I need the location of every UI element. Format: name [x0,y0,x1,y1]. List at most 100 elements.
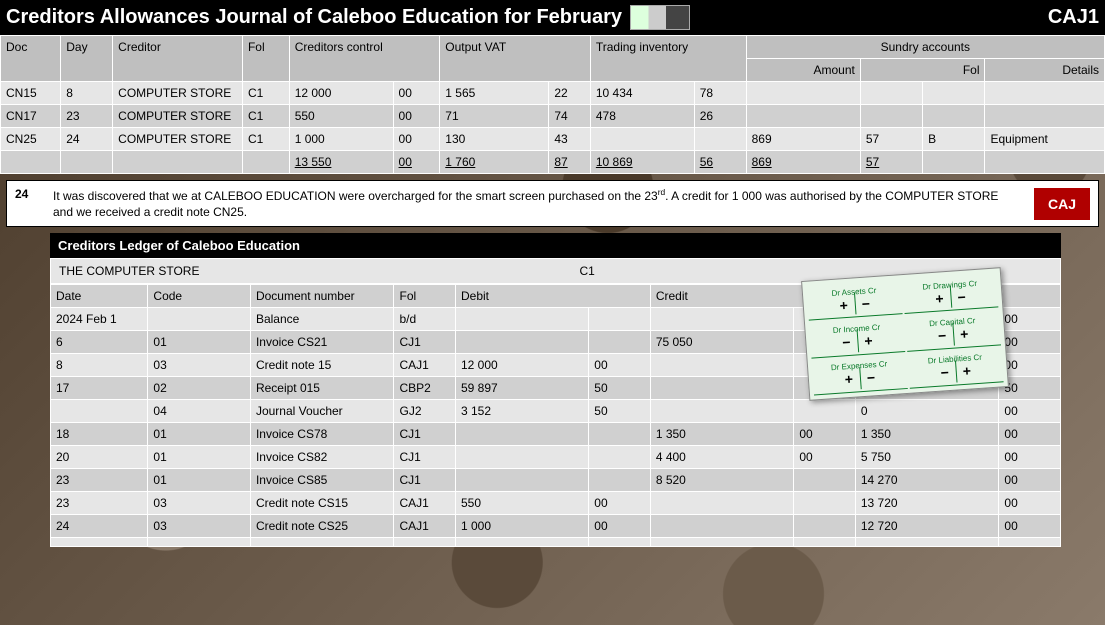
cell: 1 565 [440,82,549,105]
table-row: 2301Invoice CS85CJ18 52014 27000 [51,469,1061,492]
cell [794,538,856,547]
cell: 00 [393,128,440,151]
cell: 00 [393,82,440,105]
h-doc: Doc [1,36,61,82]
cell: 02 [148,377,251,400]
cell: COMPUTER STORE [113,105,243,128]
cell [51,400,148,423]
cell: 2024 Feb 1 [51,308,148,331]
cell: COMPUTER STORE [113,128,243,151]
cell: 87 [549,151,591,174]
cell: 869 [746,128,860,151]
cell: 00 [999,469,1061,492]
cell [589,308,651,331]
cell: CAJ1 [394,492,456,515]
lh-code: Code [148,285,251,308]
cell: 50 [589,400,651,423]
cell: 00 [589,354,651,377]
cell [456,538,589,547]
cell: Invoice CS82 [250,446,394,469]
cell: 00 [999,515,1061,538]
cell: 12 000 [289,82,393,105]
cell [985,105,1105,128]
lh-date: Date [51,285,148,308]
lh-fol: Fol [394,285,456,308]
cell: CJ1 [394,331,456,354]
h-trading-inventory: Trading inventory [590,36,746,82]
cell: Credit note 15 [250,354,394,377]
cell [589,331,651,354]
cell: 0 [855,400,999,423]
table-row: 2001Invoice CS82CJ14 400005 75000 [51,446,1061,469]
cell: 26 [694,105,746,128]
cell: 17 [51,377,148,400]
cell: 478 [590,105,694,128]
cell: Invoice CS21 [250,331,394,354]
cell: B [923,128,985,151]
cell: 00 [794,423,856,446]
cell [746,105,860,128]
cell: Invoice CS78 [250,423,394,446]
t-account: Dr Income Cr−+ [809,316,905,358]
cell [650,538,794,547]
cell: 20 [51,446,148,469]
cell: 43 [549,128,591,151]
t-account: Dr Liabilities Cr−+ [907,347,1003,389]
cell [923,151,985,174]
page-title: Creditors Allowances Journal of Caleboo … [6,6,622,29]
cell: CN15 [1,82,61,105]
h-sundry-details: Details [985,59,1105,82]
table-row: CN2524COMPUTER STOREC11 000001304386957B… [1,128,1105,151]
cell: 23 [61,105,113,128]
cell: 1 350 [855,423,999,446]
cell [794,492,856,515]
table-row: 2303Credit note CS15CAJ15500013 72000 [51,492,1061,515]
cell [985,151,1105,174]
cell: 00 [999,423,1061,446]
cell: 13 720 [855,492,999,515]
cell [589,469,651,492]
cell: 04 [148,400,251,423]
cell [590,128,694,151]
cell: 4 400 [650,446,794,469]
ledger-creditor-name: THE COMPUTER STORE [59,264,199,278]
cell: 50 [589,377,651,400]
t-accounts-card: Dr Assets Cr+−Dr Drawings Cr+−Dr Income … [801,267,1009,401]
caj-badge: CAJ [1034,188,1090,220]
cell: GJ2 [394,400,456,423]
cell [148,538,251,547]
journal-code: CAJ1 [1048,6,1099,29]
cell: 24 [51,515,148,538]
cell: CJ1 [394,446,456,469]
cell: 13 550 [289,151,393,174]
cell: 01 [148,446,251,469]
cell: 00 [393,151,440,174]
h-sundry: Sundry accounts [746,36,1104,59]
cell: 00 [589,492,651,515]
cell: 23 [51,492,148,515]
cell: 869 [746,151,860,174]
cell: 1 760 [440,151,549,174]
cell [456,469,589,492]
cell: 03 [148,492,251,515]
lh-doc: Document number [250,285,394,308]
cell: 10 869 [590,151,694,174]
cell [923,82,985,105]
cell: 8 [61,82,113,105]
cell [860,82,922,105]
cell: COMPUTER STORE [113,82,243,105]
cell: Credit note CS15 [250,492,394,515]
cell [650,515,794,538]
h-fol: Fol [242,36,289,82]
h-output-vat: Output VAT [440,36,591,82]
lh-debit: Debit [456,285,651,308]
cell [113,151,243,174]
cell: 8 [51,354,148,377]
cell: 18 [51,423,148,446]
table-row [51,538,1061,547]
t-account: Dr Drawings Cr+− [902,273,998,315]
cell: 75 050 [650,331,794,354]
cell: CN17 [1,105,61,128]
t-account: Dr Assets Cr+− [806,279,902,321]
cell: 78 [694,82,746,105]
